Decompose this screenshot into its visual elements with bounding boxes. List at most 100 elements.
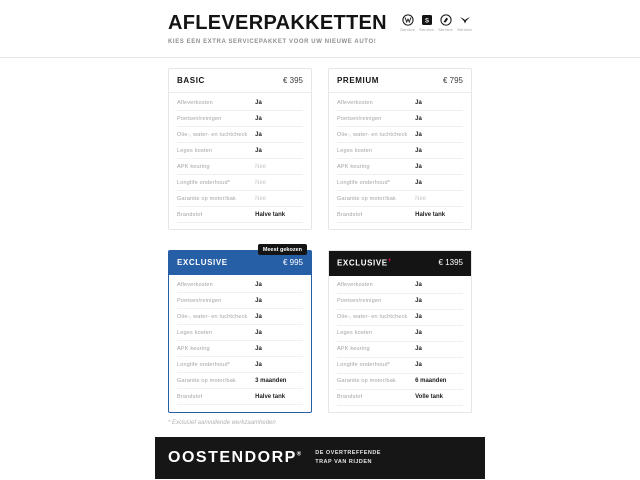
feature-value: Halve tank: [255, 393, 286, 400]
feature-row: Brandstof Halve tank: [337, 207, 463, 223]
footer-tagline-line2: TRAP VAN RIJDEN: [315, 459, 373, 465]
feature-label: Brandstof: [177, 211, 203, 218]
feature-value: Ja: [255, 281, 262, 288]
feature-row: Brandstof Halve tank: [177, 207, 303, 223]
feature-label: Afleverkosten: [337, 99, 373, 106]
feature-label: Longlife onderhoud*: [177, 179, 231, 186]
card-body: Afleverkosten Ja Poetsen/reinigen Ja Olie-, …: [169, 93, 311, 229]
footer-logo-text: OOSTENDORP: [168, 449, 297, 466]
feature-label: Brandstof: [177, 393, 203, 400]
footer-bar: OOSTENDORP® DE OVERTREFFENDE TRAP VAN RI…: [155, 437, 485, 479]
feature-value: Ja: [415, 99, 422, 106]
feature-label: Garantie op motor/bak: [337, 195, 396, 202]
feature-row: Poetsen/reinigen Ja: [177, 293, 303, 309]
package-name: EXCLUSIVE: [177, 258, 228, 267]
package-card-premium[interactable]: PREMIUM € 795 Afleverkosten Ja Poetsen/reini…: [328, 68, 472, 230]
brand-cupra: Service: [457, 14, 472, 32]
feature-value: Ja: [255, 329, 262, 336]
feature-value: Ja: [415, 346, 422, 353]
feature-value: Ja: [255, 297, 262, 304]
package-name: EXCLUSIVE+: [337, 258, 392, 268]
brand-service-label: Service: [419, 27, 434, 32]
feature-label: APK keuring: [337, 346, 370, 353]
package-name-text: EXCLUSIVE: [337, 258, 388, 268]
feature-row: Olie-, water- en luchtcheck Ja: [337, 127, 463, 143]
feature-row: Afleverkosten Ja: [337, 95, 463, 111]
card-body: Afleverkosten Ja Poetsen/reinigen Ja Olie-, …: [329, 93, 471, 229]
feature-value: Halve tank: [415, 211, 446, 218]
brand-logos: Service S Service Service Service: [400, 14, 472, 32]
feature-row: APK keuring Ja: [337, 342, 463, 358]
feature-label: Afleverkosten: [177, 281, 213, 288]
feature-label: APK keuring: [177, 163, 210, 170]
feature-row: Longlife onderhoud* Ja: [337, 175, 463, 191]
feature-value: Ja: [415, 115, 422, 122]
feature-value: Ja: [415, 179, 422, 186]
most-chosen-badge: Meest gekozen: [257, 244, 307, 255]
feature-value: Nee: [415, 195, 427, 202]
skoda-logo-icon: [438, 14, 453, 26]
feature-label: Garantie op motor/bak: [337, 378, 396, 385]
page-title: AFLEVERPAKKETTEN: [168, 12, 387, 34]
feature-label: Poetsen/reinigen: [337, 115, 382, 122]
feature-row: Garantie op motor/bak 6 maanden: [337, 374, 463, 390]
package-card-exclusive[interactable]: Meest gekozen EXCLUSIVE € 995 Afleverkosten…: [168, 244, 312, 413]
feature-row: APK keuring Nee: [177, 159, 303, 175]
feature-label: Poetsen/reinigen: [177, 297, 222, 304]
feature-row: Longlife onderhoud* Ja: [177, 357, 303, 373]
package-price: € 795: [442, 76, 463, 85]
feature-label: Olie-, water- en luchtcheck: [337, 314, 408, 321]
feature-value: Ja: [415, 147, 422, 154]
feature-row: Olie-, water- en luchtcheck Ja: [337, 310, 463, 326]
registered-mark: ®: [296, 451, 302, 458]
page-header: AFLEVERPAKKETTEN KIES EEN EXTRA SERVICEP…: [168, 12, 472, 45]
feature-label: APK keuring: [177, 345, 210, 352]
package-card-exclusive-plus[interactable]: EXCLUSIVE+ € 1395 Afleverkosten Ja Poetsen/r…: [328, 250, 472, 413]
feature-value: Ja: [415, 282, 422, 289]
feature-row: Leges kosten Ja: [177, 143, 303, 159]
feature-row: Leges kosten Ja: [337, 326, 463, 342]
package-name-text: EXCLUSIVE: [177, 258, 228, 267]
card-body: Afleverkosten Ja Poetsen/reinigen Ja Olie-, …: [329, 276, 471, 412]
package-price: € 395: [282, 76, 303, 85]
brand-service-label: Service: [438, 27, 453, 32]
feature-row: Afleverkosten Ja: [177, 277, 303, 293]
feature-row: Poetsen/reinigen Ja: [337, 111, 463, 127]
feature-row: Longlife onderhoud* Ja: [337, 358, 463, 374]
feature-value: Nee: [255, 195, 267, 202]
footer-tagline-line1: DE OVERTREFFENDE: [315, 450, 381, 457]
feature-label: Leges kosten: [177, 329, 213, 336]
feature-value: Ja: [255, 313, 262, 320]
feature-row: Afleverkosten Ja: [177, 95, 303, 111]
feature-value: Ja: [255, 147, 262, 154]
package-name: BASIC: [177, 76, 205, 85]
feature-row: APK keuring Ja: [337, 159, 463, 175]
brand-skoda: Service: [438, 14, 453, 32]
brand-service-label: Service: [400, 27, 415, 32]
brand-service-label: Service: [457, 27, 472, 32]
cupra-logo-icon: [457, 14, 472, 26]
package-card-basic[interactable]: BASIC € 395 Afleverkosten Ja Poetsen/reinige…: [168, 68, 312, 230]
svg-text:S: S: [424, 18, 428, 24]
feature-value: Ja: [415, 314, 422, 321]
seat-logo-icon: S: [419, 14, 434, 26]
feature-label: Olie-, water- en luchtcheck: [177, 131, 248, 138]
feature-value: Ja: [415, 298, 422, 305]
feature-value: Volle tank: [415, 394, 444, 401]
feature-row: Olie-, water- en luchtcheck Ja: [177, 309, 303, 325]
feature-label: Olie-, water- en luchtcheck: [177, 313, 248, 320]
feature-value: Ja: [255, 345, 262, 352]
feature-label: Leges kosten: [177, 147, 213, 154]
footer-tagline: DE OVERTREFFENDE TRAP VAN RIJDEN: [315, 449, 381, 467]
card-header: BASIC € 395: [169, 69, 311, 93]
feature-value: Ja: [255, 99, 262, 106]
brand-seat: S Service: [419, 14, 434, 32]
feature-value: Ja: [255, 131, 262, 138]
feature-label: Longlife onderhoud*: [337, 179, 391, 186]
package-name-suffix: +: [387, 258, 392, 264]
feature-value: Ja: [255, 115, 262, 122]
feature-value: 6 maanden: [415, 378, 447, 385]
feature-row: APK keuring Ja: [177, 341, 303, 357]
feature-value: Nee: [255, 179, 267, 186]
package-cards: BASIC € 395 Afleverkosten Ja Poetsen/reinige…: [168, 68, 472, 413]
